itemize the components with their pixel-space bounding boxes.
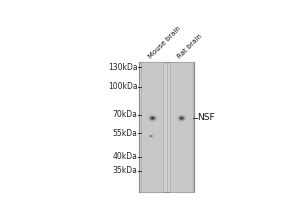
Bar [139, 62, 194, 192]
Bar [141, 62, 164, 192]
Bar [170, 62, 193, 192]
Text: 70kDa: 70kDa [112, 110, 137, 119]
Text: Mouse brain: Mouse brain [148, 26, 182, 60]
Text: NSF: NSF [197, 113, 215, 122]
Text: 130kDa: 130kDa [108, 63, 137, 72]
Text: 55kDa: 55kDa [112, 129, 137, 138]
Text: 35kDa: 35kDa [112, 166, 137, 175]
Text: 100kDa: 100kDa [108, 82, 137, 91]
Text: 40kDa: 40kDa [112, 152, 137, 161]
Text: Rat brain: Rat brain [177, 33, 204, 60]
